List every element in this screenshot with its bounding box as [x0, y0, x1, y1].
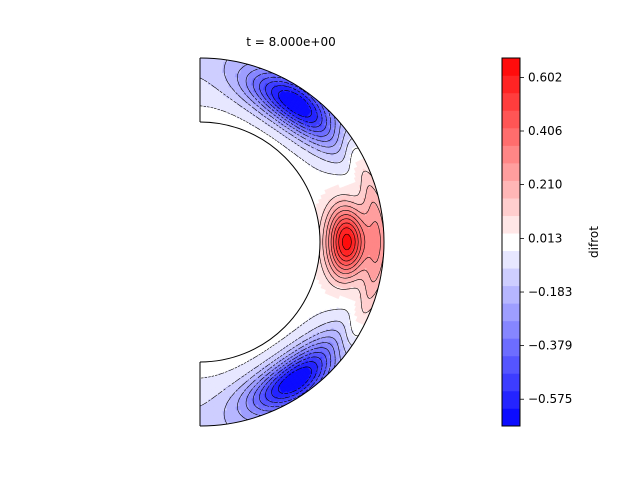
colorbar-band: [502, 128, 520, 146]
colorbar-band: [502, 355, 520, 374]
colorbar-tick-label: 0.210: [528, 178, 562, 192]
colorbar-band: [502, 233, 520, 252]
colorbar-tick-label: 0.406: [528, 124, 562, 138]
colorbar-band: [502, 390, 520, 409]
colorbar: 0.602 0.406 0.210 0.013 −0.183 −0.379 −0.575 d…: [501, 57, 601, 427]
colorbar-band: [502, 408, 520, 427]
colorbar-band: [502, 320, 520, 339]
colorbar-band: [502, 285, 520, 304]
colorbar-bands: [502, 58, 520, 427]
colorbar-tick-label: −0.183: [528, 285, 572, 299]
colorbar-band: [502, 268, 520, 287]
contour-fill: [199, 57, 385, 427]
colorbar-band: [502, 373, 520, 392]
colorbar-tick-label: −0.575: [528, 392, 572, 406]
colorbar-band: [502, 110, 520, 129]
colorbar-band: [502, 145, 520, 164]
colorbar-tick-label: 0.602: [528, 70, 562, 84]
colorbar-band: [502, 180, 520, 199]
colorbar-band: [502, 163, 520, 181]
contour-plot: [199, 57, 385, 427]
colorbar-band: [502, 93, 520, 111]
colorbar-tick-label: −0.379: [528, 339, 572, 353]
colorbar-band: [502, 58, 520, 76]
colorbar-band: [502, 75, 520, 94]
colorbar-label: difrot: [587, 226, 601, 258]
colorbar-band: [502, 303, 520, 322]
colorbar-tick-label: 0.013: [528, 231, 562, 245]
colorbar-band: [502, 250, 520, 269]
plot-title: t = 8.000e+00: [246, 35, 335, 49]
colorbar-band: [502, 215, 520, 234]
colorbar-ticks: 0.602 0.406 0.210 0.013 −0.183 −0.379 −0.575: [520, 70, 572, 406]
colorbar-band: [502, 198, 520, 217]
colorbar-band: [502, 338, 520, 357]
